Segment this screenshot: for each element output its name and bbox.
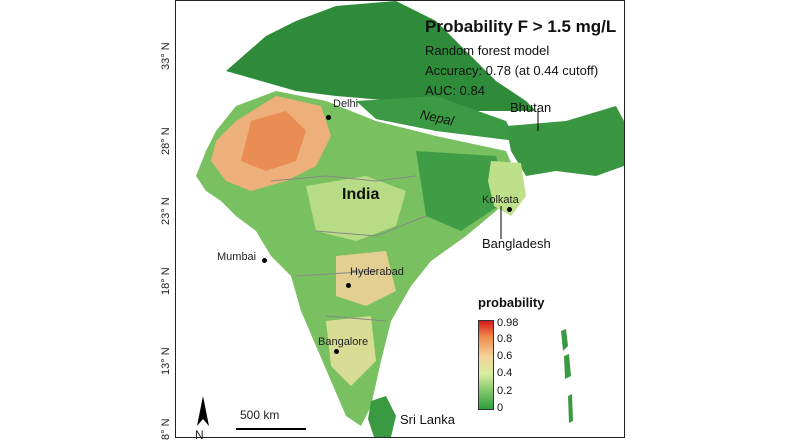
north-arrow-label: N (195, 428, 204, 442)
lat-label-33: 33° N (160, 42, 172, 70)
legend-tick-0: 0 (497, 402, 504, 414)
india-map (196, 1, 624, 437)
city-marker-kolkata (507, 207, 512, 212)
lat-label-28: 28° N (160, 127, 172, 155)
city-label-mumbai: Mumbai (217, 251, 257, 263)
country-label-bangladesh: Bangladesh (482, 236, 551, 251)
legend-tick-0-4: 0.4 (497, 367, 513, 379)
legend-tick-0-2: 0.2 (497, 385, 513, 397)
legend-color-bar (478, 320, 494, 410)
lat-label-13: 13° N (160, 347, 172, 375)
city-marker-delhi (326, 115, 331, 120)
country-label-india: India (342, 186, 380, 203)
auc-line: AUC: 0.84 (425, 83, 485, 98)
model-line: Random forest model (425, 43, 550, 58)
map-title: Probability F > 1.5 mg/L (425, 17, 617, 36)
city-label-delhi: Delhi (333, 98, 359, 110)
city-label-kolkata: Kolkata (482, 194, 519, 206)
legend-title: probability (478, 295, 545, 310)
legend-tick-0-8: 0.8 (497, 333, 513, 345)
city-label-hyderabad: Hyderabad (350, 266, 404, 278)
city-marker-mumbai (262, 258, 267, 263)
accuracy-line: Accuracy: 0.78 (at 0.44 cutoff) (425, 63, 599, 78)
lat-label-23: 23° N (160, 197, 172, 225)
map-frame (175, 0, 625, 438)
scale-bar-label: 500 km (240, 408, 280, 422)
city-marker-hyderabad (346, 283, 351, 288)
city-marker-bangalore (334, 349, 339, 354)
city-label-bangalore: Bangalore (318, 336, 369, 348)
legend-tick-0-6: 0.6 (497, 350, 513, 362)
legend-tick-0-98: 0.98 (497, 317, 519, 329)
country-label-sri-lanka: Sri Lanka (400, 412, 455, 427)
country-label-bhutan: Bhutan (510, 100, 552, 115)
lat-label-18: 18° N (160, 267, 172, 295)
lat-label-8: 8° N (160, 418, 172, 440)
